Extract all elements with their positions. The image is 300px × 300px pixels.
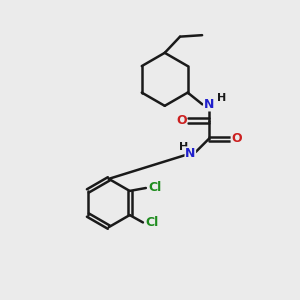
Text: Cl: Cl [145,216,158,229]
Text: O: O [176,114,187,127]
Text: H: H [217,93,226,103]
Text: Cl: Cl [148,182,161,194]
Text: N: N [185,147,196,160]
Text: N: N [204,98,214,111]
Text: O: O [231,132,242,145]
Text: H: H [178,142,188,152]
